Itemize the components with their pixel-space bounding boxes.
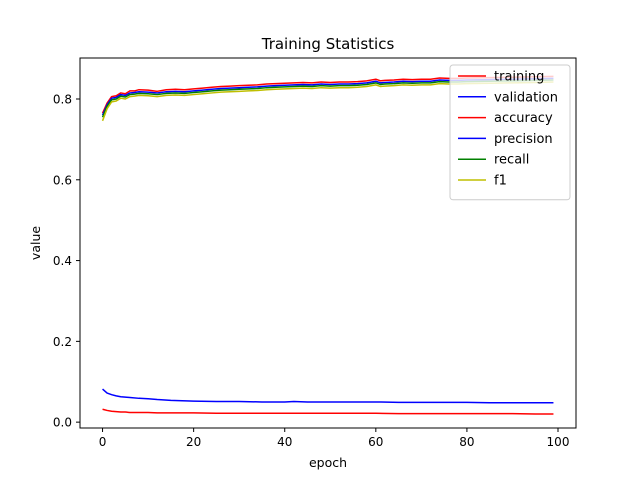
- legend-label-recall: recall: [494, 153, 529, 168]
- y-tick-label: 0.2: [53, 335, 72, 349]
- plot-frame: [79, 57, 577, 429]
- series-line-recall: [101, 79, 554, 118]
- x-axis-label: epoch: [309, 455, 347, 470]
- legend-label-validation: validation: [494, 90, 558, 105]
- x-axis: 0 20 40 60 80 100: [99, 428, 570, 449]
- legend-label-precision: precision: [494, 132, 553, 147]
- series-line-validation: [102, 388, 554, 404]
- y-axis-label: value: [28, 226, 43, 260]
- x-tick-label: 80: [459, 435, 474, 449]
- y-tick-label: 0.6: [53, 173, 72, 187]
- legend-label-training: training: [494, 70, 544, 85]
- y-tick-label: 0.0: [53, 416, 72, 430]
- plot-lines: [101, 75, 554, 415]
- x-tick-label: 40: [277, 435, 292, 449]
- legend-box: [449, 64, 571, 201]
- y-axis: 0.0 0.2 0.4 0.6 0.8: [53, 92, 80, 430]
- x-tick-label: 60: [368, 435, 383, 449]
- y-tick-label: 0.4: [53, 254, 72, 268]
- legend-label-accuracy: accuracy: [494, 111, 553, 126]
- x-tick-label: 20: [186, 435, 201, 449]
- series-line-training: [102, 408, 554, 415]
- y-tick-label: 0.8: [53, 92, 72, 106]
- series-line-f1: [101, 81, 554, 122]
- x-tick-label: 100: [547, 435, 570, 449]
- series-line-precision: [101, 77, 554, 116]
- legend-label-f1: f1: [494, 174, 507, 189]
- legend: training validation accuracy precision recal…: [449, 64, 571, 201]
- series-line-accuracy: [101, 75, 554, 114]
- x-tick-label: 0: [99, 435, 107, 449]
- chart-title: Training Statistics: [261, 35, 395, 53]
